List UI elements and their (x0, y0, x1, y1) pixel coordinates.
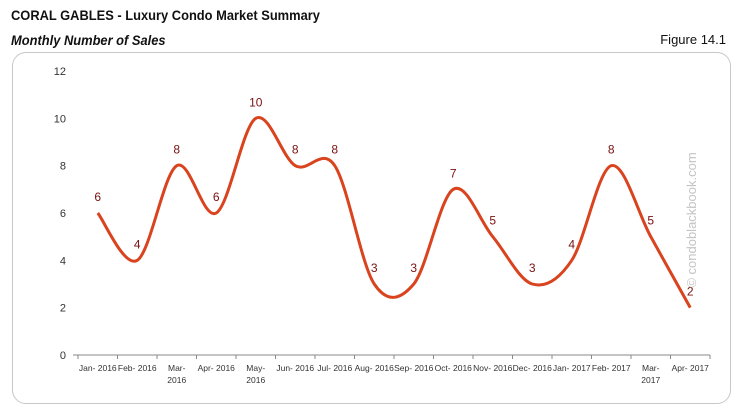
x-tick-label: Feb- 2016 (118, 363, 157, 373)
y-tick-label: 10 (54, 113, 66, 125)
x-tick-label: Apr- 2016 (198, 363, 236, 373)
x-tick-label: Jul- 2016 (317, 363, 352, 373)
x-tick-label: Jun- 2016 (276, 363, 314, 373)
y-tick-label: 6 (60, 208, 66, 220)
y-tick-label: 0 (60, 350, 66, 362)
data-label: 3 (410, 261, 417, 275)
data-label: 8 (292, 143, 299, 157)
y-tick-label: 8 (60, 161, 66, 173)
data-label: 4 (568, 237, 575, 251)
data-label: 6 (94, 190, 101, 204)
x-tick-label: Mar- (642, 363, 660, 373)
data-label: 3 (529, 261, 536, 275)
data-label: 8 (331, 143, 338, 157)
x-tick-label: Feb- 2017 (592, 363, 631, 373)
x-tick-label: Dec- 2016 (513, 363, 552, 373)
series-line (96, 116, 692, 309)
data-label: 5 (647, 214, 654, 228)
chart-frame (12, 52, 731, 404)
data-label: 10 (249, 95, 263, 109)
data-label: 3 (371, 261, 378, 275)
x-tick-label: 2016 (167, 375, 186, 385)
figure-number: Figure 14.1 (660, 32, 726, 47)
x-tick-label: Oct- 2016 (435, 363, 473, 373)
data-label: 2 (687, 285, 694, 299)
data-label: 4 (134, 237, 141, 251)
x-tick-label: Apr- 2017 (672, 363, 710, 373)
x-tick-label: Mar- (168, 363, 186, 373)
y-tick-label: 2 (60, 303, 66, 315)
y-tick-label: 12 (54, 66, 66, 78)
data-label: 6 (213, 190, 220, 204)
x-tick-label: 2016 (246, 375, 265, 385)
x-tick-label: Jan- 2016 (79, 363, 117, 373)
x-tick-label: 2017 (641, 375, 660, 385)
x-tick-label: May- (246, 363, 265, 373)
x-tick-label: Nov- 2016 (473, 363, 512, 373)
x-tick-label: Sep- 2016 (394, 363, 433, 373)
chart-title: CORAL GABLES - Luxury Condo Market Summa… (11, 7, 320, 23)
data-label: 5 (489, 214, 496, 228)
data-label: 8 (173, 143, 180, 157)
y-tick-label: 4 (60, 255, 66, 267)
data-label: 8 (608, 143, 615, 157)
x-tick-label: Aug- 2016 (355, 363, 394, 373)
data-label: 7 (450, 166, 457, 180)
chart-subtitle: Monthly Number of Sales (11, 32, 166, 48)
x-tick-label: Jan- 2017 (553, 363, 591, 373)
watermark: © condoblackbook.com (684, 152, 699, 287)
